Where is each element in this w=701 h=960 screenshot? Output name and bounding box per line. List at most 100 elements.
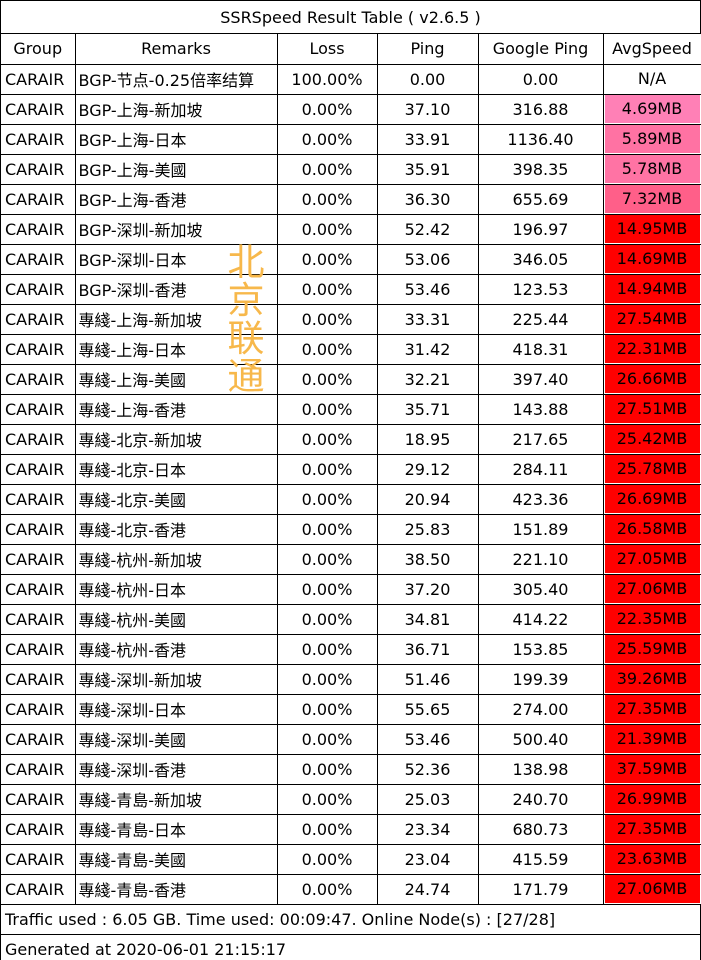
cell-google-ping: 274.00: [478, 694, 604, 725]
cell-ping: 23.04: [377, 844, 479, 875]
cell-google-ping: 418.31: [478, 334, 604, 365]
cell-google-ping: 240.70: [478, 784, 604, 815]
cell-loss: 0.00%: [277, 364, 378, 395]
cell-ping: 37.20: [377, 574, 479, 605]
cell-avgspeed: 39.26MB: [603, 664, 701, 695]
table-row: CARAIR 專綫-杭州-日本 0.00% 37.20 305.40 27.06MB: [1, 574, 701, 605]
cell-remarks: BGP-上海-新加坡: [75, 94, 278, 125]
cell-ping: 53.46: [377, 274, 479, 305]
cell-remarks: 專綫-上海-香港: [75, 394, 278, 425]
avgspeed-value: 26.58MB: [604, 515, 700, 543]
cell-avgspeed: 14.94MB: [603, 274, 701, 305]
cell-google-ping: 414.22: [478, 604, 604, 635]
cell-group: CARAIR: [1, 364, 76, 395]
cell-group: CARAIR: [1, 454, 76, 485]
cell-remarks: 專綫-上海-新加坡: [75, 304, 278, 335]
avgspeed-value: 5.78MB: [604, 155, 700, 183]
table-row: CARAIR 專綫-上海-新加坡 0.00% 33.31 225.44 27.54MB: [1, 304, 701, 335]
table-row: CARAIR 專綫-北京-新加坡 0.00% 18.95 217.65 25.42MB: [1, 424, 701, 455]
cell-loss: 0.00%: [277, 334, 378, 365]
cell-ping: 33.31: [377, 304, 479, 335]
avgspeed-value: 25.78MB: [604, 455, 700, 483]
cell-ping: 0.00: [377, 64, 479, 95]
cell-avgspeed: 14.69MB: [603, 244, 701, 275]
avgspeed-value: 37.59MB: [604, 755, 700, 783]
cell-google-ping: 143.88: [478, 394, 604, 425]
cell-ping: 25.03: [377, 784, 479, 815]
cell-group: CARAIR: [1, 94, 76, 125]
table-row: CARAIR BGP-上海-香港 0.00% 36.30 655.69 7.32MB: [1, 184, 701, 215]
cell-loss: 0.00%: [277, 274, 378, 305]
cell-ping: 24.74: [377, 874, 479, 905]
cell-avgspeed: 23.63MB: [603, 844, 701, 875]
cell-loss: 0.00%: [277, 424, 378, 455]
cell-avgspeed: 22.35MB: [603, 604, 701, 635]
table-row: CARAIR BGP-深圳-日本 0.00% 53.06 346.05 14.69MB: [1, 244, 701, 275]
cell-remarks: 專綫-杭州-美國: [75, 604, 278, 635]
table-row: CARAIR BGP-节点-0.25倍率结算 100.00% 0.00 0.00 N/A: [1, 64, 701, 95]
avgspeed-value: 22.35MB: [604, 605, 700, 633]
cell-remarks: 專綫-杭州-香港: [75, 634, 278, 665]
cell-group: CARAIR: [1, 604, 76, 635]
avgspeed-value: 7.32MB: [604, 185, 700, 213]
table-row: CARAIR 專綫-深圳-香港 0.00% 52.36 138.98 37.59MB: [1, 754, 701, 785]
cell-group: CARAIR: [1, 424, 76, 455]
cell-loss: 0.00%: [277, 184, 378, 215]
table-row: CARAIR 專綫-杭州-新加坡 0.00% 38.50 221.10 27.05MB: [1, 544, 701, 575]
cell-group: CARAIR: [1, 154, 76, 185]
table-row: CARAIR 專綫-青島-香港 0.00% 24.74 171.79 27.06MB: [1, 874, 701, 905]
cell-ping: 53.46: [377, 724, 479, 755]
cell-loss: 0.00%: [277, 484, 378, 515]
cell-avgspeed: N/A: [603, 64, 701, 95]
header-google-ping: Google Ping: [478, 34, 604, 65]
cell-remarks: BGP-深圳-日本: [75, 244, 278, 275]
cell-ping: 36.71: [377, 634, 479, 665]
avgspeed-value: 26.66MB: [604, 365, 700, 393]
cell-group: CARAIR: [1, 334, 76, 365]
cell-remarks: 專綫-深圳-新加坡: [75, 664, 278, 695]
cell-ping: 38.50: [377, 544, 479, 575]
cell-group: CARAIR: [1, 484, 76, 515]
cell-google-ping: 655.69: [478, 184, 604, 215]
table-row: CARAIR 專綫-杭州-美國 0.00% 34.81 414.22 22.35MB: [1, 604, 701, 635]
header-group: Group: [1, 34, 76, 65]
cell-loss: 0.00%: [277, 214, 378, 245]
avgspeed-value: 25.59MB: [604, 635, 700, 663]
avgspeed-value: 27.06MB: [604, 575, 700, 603]
table-row: CARAIR 專綫-北京-美國 0.00% 20.94 423.36 26.69MB: [1, 484, 701, 515]
cell-google-ping: 415.59: [478, 844, 604, 875]
cell-remarks: 專綫-上海-日本: [75, 334, 278, 365]
avgspeed-value: 26.99MB: [604, 785, 700, 813]
cell-group: CARAIR: [1, 244, 76, 275]
cell-google-ping: 397.40: [478, 364, 604, 395]
avgspeed-value: 27.35MB: [604, 815, 700, 843]
cell-avgspeed: 27.06MB: [603, 574, 701, 605]
cell-google-ping: 171.79: [478, 874, 604, 905]
cell-loss: 100.00%: [277, 64, 378, 95]
avgspeed-value: 22.31MB: [604, 335, 700, 363]
cell-ping: 33.91: [377, 124, 479, 155]
cell-loss: 0.00%: [277, 754, 378, 785]
header-loss: Loss: [277, 34, 378, 65]
table-row: CARAIR 專綫-青島-美國 0.00% 23.04 415.59 23.63MB: [1, 844, 701, 875]
generated-timestamp: Generated at 2020-06-01 21:15:17: [1, 934, 701, 960]
cell-loss: 0.00%: [277, 544, 378, 575]
cell-remarks: BGP-上海-日本: [75, 124, 278, 155]
cell-remarks: BGP-上海-美國: [75, 154, 278, 185]
cell-google-ping: 151.89: [478, 514, 604, 545]
cell-group: CARAIR: [1, 694, 76, 725]
cell-remarks: 專綫-青島-美國: [75, 844, 278, 875]
cell-group: CARAIR: [1, 634, 76, 665]
avgspeed-value: 5.89MB: [604, 125, 700, 153]
cell-avgspeed: 27.35MB: [603, 694, 701, 725]
table-row: CARAIR 專綫-上海-日本 0.00% 31.42 418.31 22.31MB: [1, 334, 701, 365]
cell-remarks: 專綫-青島-香港: [75, 874, 278, 905]
cell-google-ping: 153.85: [478, 634, 604, 665]
cell-avgspeed: 27.51MB: [603, 394, 701, 425]
cell-avgspeed: 37.59MB: [603, 754, 701, 785]
cell-google-ping: 316.88: [478, 94, 604, 125]
cell-loss: 0.00%: [277, 844, 378, 875]
cell-ping: 29.12: [377, 454, 479, 485]
cell-remarks: 專綫-北京-香港: [75, 514, 278, 545]
header-remarks: Remarks: [75, 34, 278, 65]
